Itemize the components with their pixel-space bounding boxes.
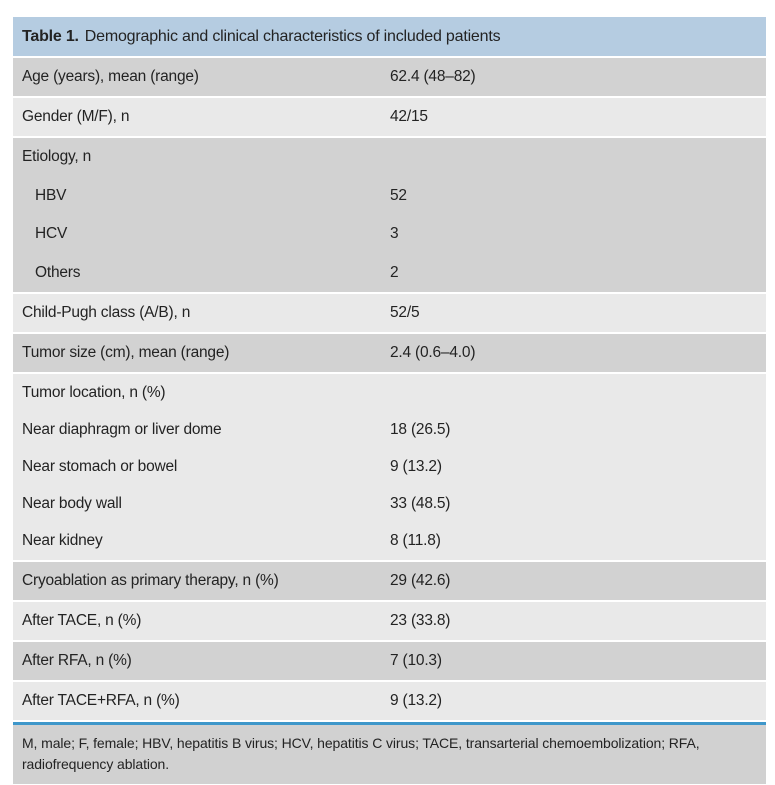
table-row: Etiology, n [13, 138, 766, 177]
table-block-age: Age (years), mean (range) 62.4 (48–82) [13, 58, 766, 96]
row-label: After RFA, n (%) [22, 651, 132, 669]
table-row: After TACE+RFA, n (%) 9 (13.2) [13, 682, 766, 720]
row-label: Near kidney [22, 532, 103, 550]
row-label: Tumor size (cm), mean (range) [22, 344, 230, 361]
table-block-after-tace: After TACE, n (%) 23 (33.8) [13, 601, 766, 640]
row-label: Etiology, n [22, 148, 92, 166]
row-value: 52 [390, 186, 407, 204]
row-label: Age (years), mean (range) [22, 68, 199, 85]
table-header: Table 1. Demographic and clinical charac… [13, 17, 766, 56]
table-block-tumorlocation: Tumor location, n (%) Near diaphragm or … [13, 374, 766, 560]
row-value: 2 [390, 263, 399, 281]
table-row: HBV 52 [13, 177, 766, 216]
row-value: 23 (33.8) [390, 611, 451, 629]
row-label: HBV [35, 186, 67, 204]
table-title: Demographic and clinical characteristics… [84, 27, 501, 45]
row-value: 62.4 (48–82) [390, 68, 476, 85]
row-value: 3 [390, 225, 399, 243]
table-row: Gender (M/F), n 42/15 [13, 98, 766, 136]
table-block-after-tace-rfa: After TACE+RFA, n (%) 9 (13.2) [13, 681, 766, 720]
row-label: Others [35, 263, 81, 281]
table-row: Tumor location, n (%) [13, 374, 766, 411]
row-value: 18 (26.5) [390, 420, 451, 438]
row-value: 2.4 (0.6–4.0) [390, 344, 476, 361]
table-row: After TACE, n (%) 23 (33.8) [13, 602, 766, 640]
row-label: Cryoablation as primary therapy, n (%) [22, 571, 279, 589]
row-label: Child-Pugh class (A/B), n [22, 304, 191, 321]
row-value: 7 (10.3) [390, 651, 442, 669]
row-value: 9 (13.2) [390, 691, 442, 709]
table-number: Table 1. [22, 27, 79, 45]
row-value: 29 (42.6) [390, 571, 451, 589]
table-block-after-rfa: After RFA, n (%) 7 (10.3) [13, 641, 766, 680]
table-block-cryoablation: Cryoablation as primary therapy, n (%) 2… [13, 561, 766, 600]
row-label: Near diaphragm or liver dome [22, 420, 222, 438]
row-label: Gender (M/F), n [22, 108, 130, 125]
row-label: Tumor location, n (%) [22, 383, 166, 401]
table-row: HCV 3 [13, 215, 766, 254]
table-footnote: M, male; F, female; HBV, hepatitis B vir… [13, 724, 766, 784]
table-row: Others 2 [13, 254, 766, 293]
table-block-etiology: Etiology, n HBV 52 HCV 3 Others 2 [13, 138, 766, 292]
table-row: After RFA, n (%) 7 (10.3) [13, 642, 766, 680]
table-block-gender: Gender (M/F), n 42/15 [13, 98, 766, 136]
table-row: Child-Pugh class (A/B), n 52/5 [13, 294, 766, 332]
table-row: Near diaphragm or liver dome 18 (26.5) [13, 411, 766, 448]
table-row: Near body wall 33 (48.5) [13, 486, 766, 523]
row-label: After TACE+RFA, n (%) [22, 691, 180, 709]
table-block-tumorsize: Tumor size (cm), mean (range) 2.4 (0.6–4… [13, 334, 766, 372]
table-row: Cryoablation as primary therapy, n (%) 2… [13, 562, 766, 600]
table-1: Table 1. Demographic and clinical charac… [13, 17, 766, 784]
table-row: Age (years), mean (range) 62.4 (48–82) [13, 58, 766, 96]
table-block-childpugh: Child-Pugh class (A/B), n 52/5 [13, 294, 766, 332]
row-value: 42/15 [390, 108, 428, 125]
row-label: HCV [35, 225, 68, 243]
table-row: Tumor size (cm), mean (range) 2.4 (0.6–4… [13, 334, 766, 372]
row-value: 52/5 [390, 304, 420, 321]
row-label: After TACE, n (%) [22, 611, 142, 629]
table-row: Near stomach or bowel 9 (13.2) [13, 448, 766, 485]
table-row: Near kidney 8 (11.8) [13, 523, 766, 560]
row-label: Near body wall [22, 495, 122, 513]
row-label: Near stomach or bowel [22, 457, 178, 475]
footnote-divider [13, 721, 766, 725]
row-value: 8 (11.8) [390, 532, 441, 550]
row-value: 33 (48.5) [390, 495, 451, 513]
row-value: 9 (13.2) [390, 457, 442, 475]
